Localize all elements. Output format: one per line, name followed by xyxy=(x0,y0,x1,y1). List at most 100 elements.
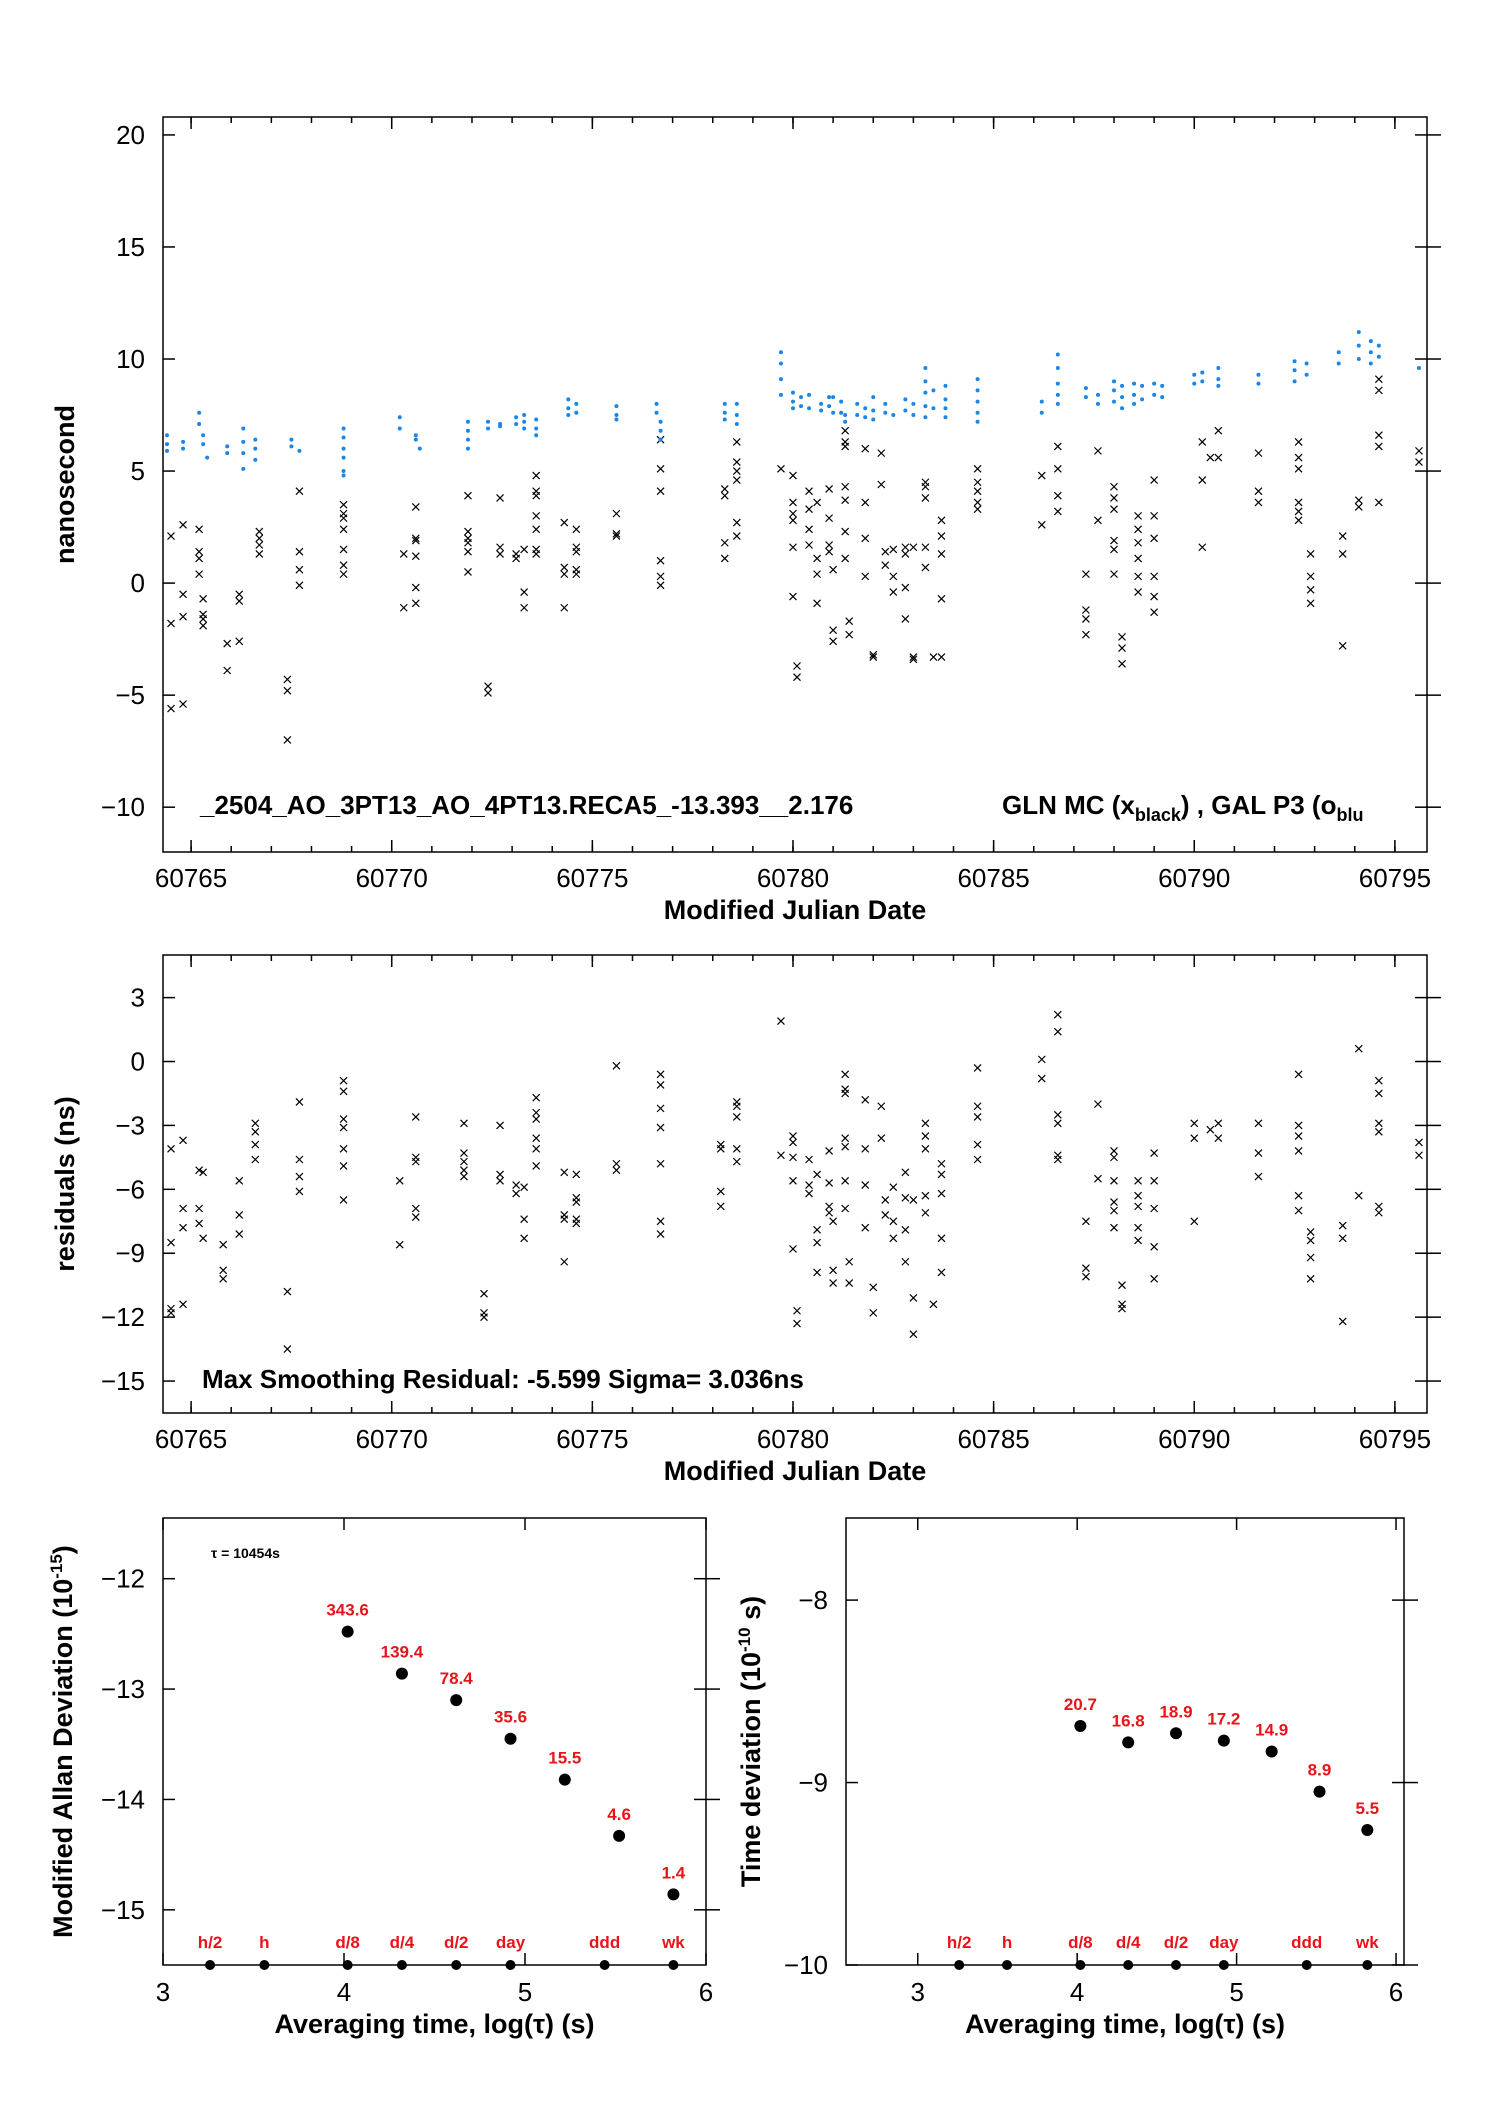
data-point-x xyxy=(1134,1223,1143,1232)
data-point-x xyxy=(520,588,529,596)
data-point-o xyxy=(201,433,206,438)
data-point-o xyxy=(1120,406,1125,411)
data-point-x xyxy=(861,534,870,543)
data-point-x xyxy=(793,673,801,682)
data-point-o xyxy=(975,399,980,404)
data-point-x xyxy=(1294,1206,1303,1215)
data-point-o xyxy=(975,410,980,415)
x-axis-label: Averaging time, log(τ) (s) xyxy=(965,2009,1285,2039)
data-point-x xyxy=(167,1238,175,1247)
data-point-o xyxy=(397,426,402,431)
data-point-o xyxy=(799,395,804,400)
baseline-label: h/2 xyxy=(947,1933,972,1952)
data-point-x xyxy=(789,498,797,507)
data-point-x xyxy=(464,567,472,576)
deviation-point xyxy=(395,1667,408,1680)
data-point-x xyxy=(656,572,665,581)
data-point-o xyxy=(289,444,294,449)
data-point-x xyxy=(195,554,204,563)
data-point-x xyxy=(411,583,420,592)
deviation-point xyxy=(613,1829,626,1842)
data-point-x xyxy=(1190,1217,1199,1226)
data-point-x xyxy=(1306,550,1315,558)
data-point-o xyxy=(1356,330,1361,335)
data-point-x xyxy=(889,1183,898,1192)
data-point-o xyxy=(871,395,876,400)
baseline-label: d/8 xyxy=(335,1933,360,1952)
data-point-o xyxy=(903,397,908,402)
data-point-x xyxy=(829,1217,838,1226)
data-point-x xyxy=(861,1223,870,1232)
data-point-x xyxy=(1374,1119,1383,1128)
data-point-x xyxy=(881,561,890,570)
data-point-x xyxy=(1150,1242,1159,1251)
data-point-x xyxy=(716,1144,725,1153)
data-point-o xyxy=(975,419,980,424)
data-point-x xyxy=(560,570,569,579)
data-point-x xyxy=(1037,1055,1046,1064)
y-axis-label: residuals (ns) xyxy=(50,1096,80,1272)
data-point-x xyxy=(732,532,741,540)
x-tick-label: 60780 xyxy=(757,863,829,893)
data-point-x xyxy=(1294,437,1303,446)
data-point-x xyxy=(283,1345,292,1354)
data-point-x xyxy=(532,525,541,534)
data-point-x xyxy=(656,1104,665,1113)
data-point-x xyxy=(805,1189,813,1198)
data-point-x xyxy=(339,514,348,523)
data-point-x xyxy=(793,662,801,670)
data-point-o xyxy=(790,406,795,411)
data-point-x xyxy=(179,1223,187,1232)
data-point-x xyxy=(1134,1202,1143,1211)
data-point-x xyxy=(841,482,850,491)
data-point-x xyxy=(219,1266,228,1275)
data-point-x xyxy=(732,476,741,484)
data-point-x xyxy=(1294,1070,1303,1079)
data-point-x xyxy=(532,471,541,480)
data-point-o xyxy=(923,379,928,384)
data-point-x xyxy=(1110,505,1118,514)
mod-allan-deviation-panel: 3 4 5 6 −15 −14 −13 −12 Averaging time, log(τ) (… xyxy=(47,1517,720,2039)
data-point-x xyxy=(861,498,870,507)
legend-subscript: blu xyxy=(1336,805,1363,825)
data-point-x xyxy=(789,509,797,518)
data-point-o xyxy=(1200,379,1205,384)
data-point-x xyxy=(732,1112,741,1121)
y-tick-label: −9 xyxy=(115,1238,145,1268)
data-point-o xyxy=(807,392,812,397)
data-point-x xyxy=(1306,599,1315,608)
data-point-x xyxy=(720,554,729,563)
data-point-x xyxy=(411,599,420,608)
x-tick-label: 60790 xyxy=(1158,1424,1230,1454)
y-tick-label: −8 xyxy=(798,1585,828,1615)
data-point-x xyxy=(1053,507,1062,516)
data-point-o xyxy=(574,410,579,415)
data-point-x xyxy=(339,525,348,534)
data-point-x xyxy=(869,653,878,661)
data-point-x xyxy=(560,1168,569,1177)
y-label-exponent: -10 xyxy=(735,1627,754,1652)
data-point-o xyxy=(903,408,908,413)
data-point-x xyxy=(921,482,930,491)
data-point-o xyxy=(1356,357,1361,362)
data-point-x xyxy=(235,1176,244,1185)
data-point-o xyxy=(566,397,571,402)
data-point-x xyxy=(1134,1176,1143,1185)
data-point-x xyxy=(339,1123,348,1132)
data-point-x xyxy=(656,1070,665,1079)
data-point-x xyxy=(1110,482,1118,491)
data-point-o xyxy=(1160,395,1165,400)
data-point-x xyxy=(829,1279,838,1287)
data-point-x xyxy=(1094,1174,1102,1183)
baseline-marker xyxy=(1218,1960,1229,1970)
data-point-o xyxy=(923,415,928,420)
data-point-x xyxy=(1338,550,1347,558)
data-point-x xyxy=(877,480,886,489)
deviation-value-label: 35.6 xyxy=(494,1708,527,1727)
y-tick-label: −10 xyxy=(101,792,145,822)
deviation-point xyxy=(1122,1736,1135,1749)
x-tick-label: 60780 xyxy=(757,1424,829,1454)
data-point-o xyxy=(1132,381,1137,386)
y-tick-label: −6 xyxy=(115,1174,145,1204)
